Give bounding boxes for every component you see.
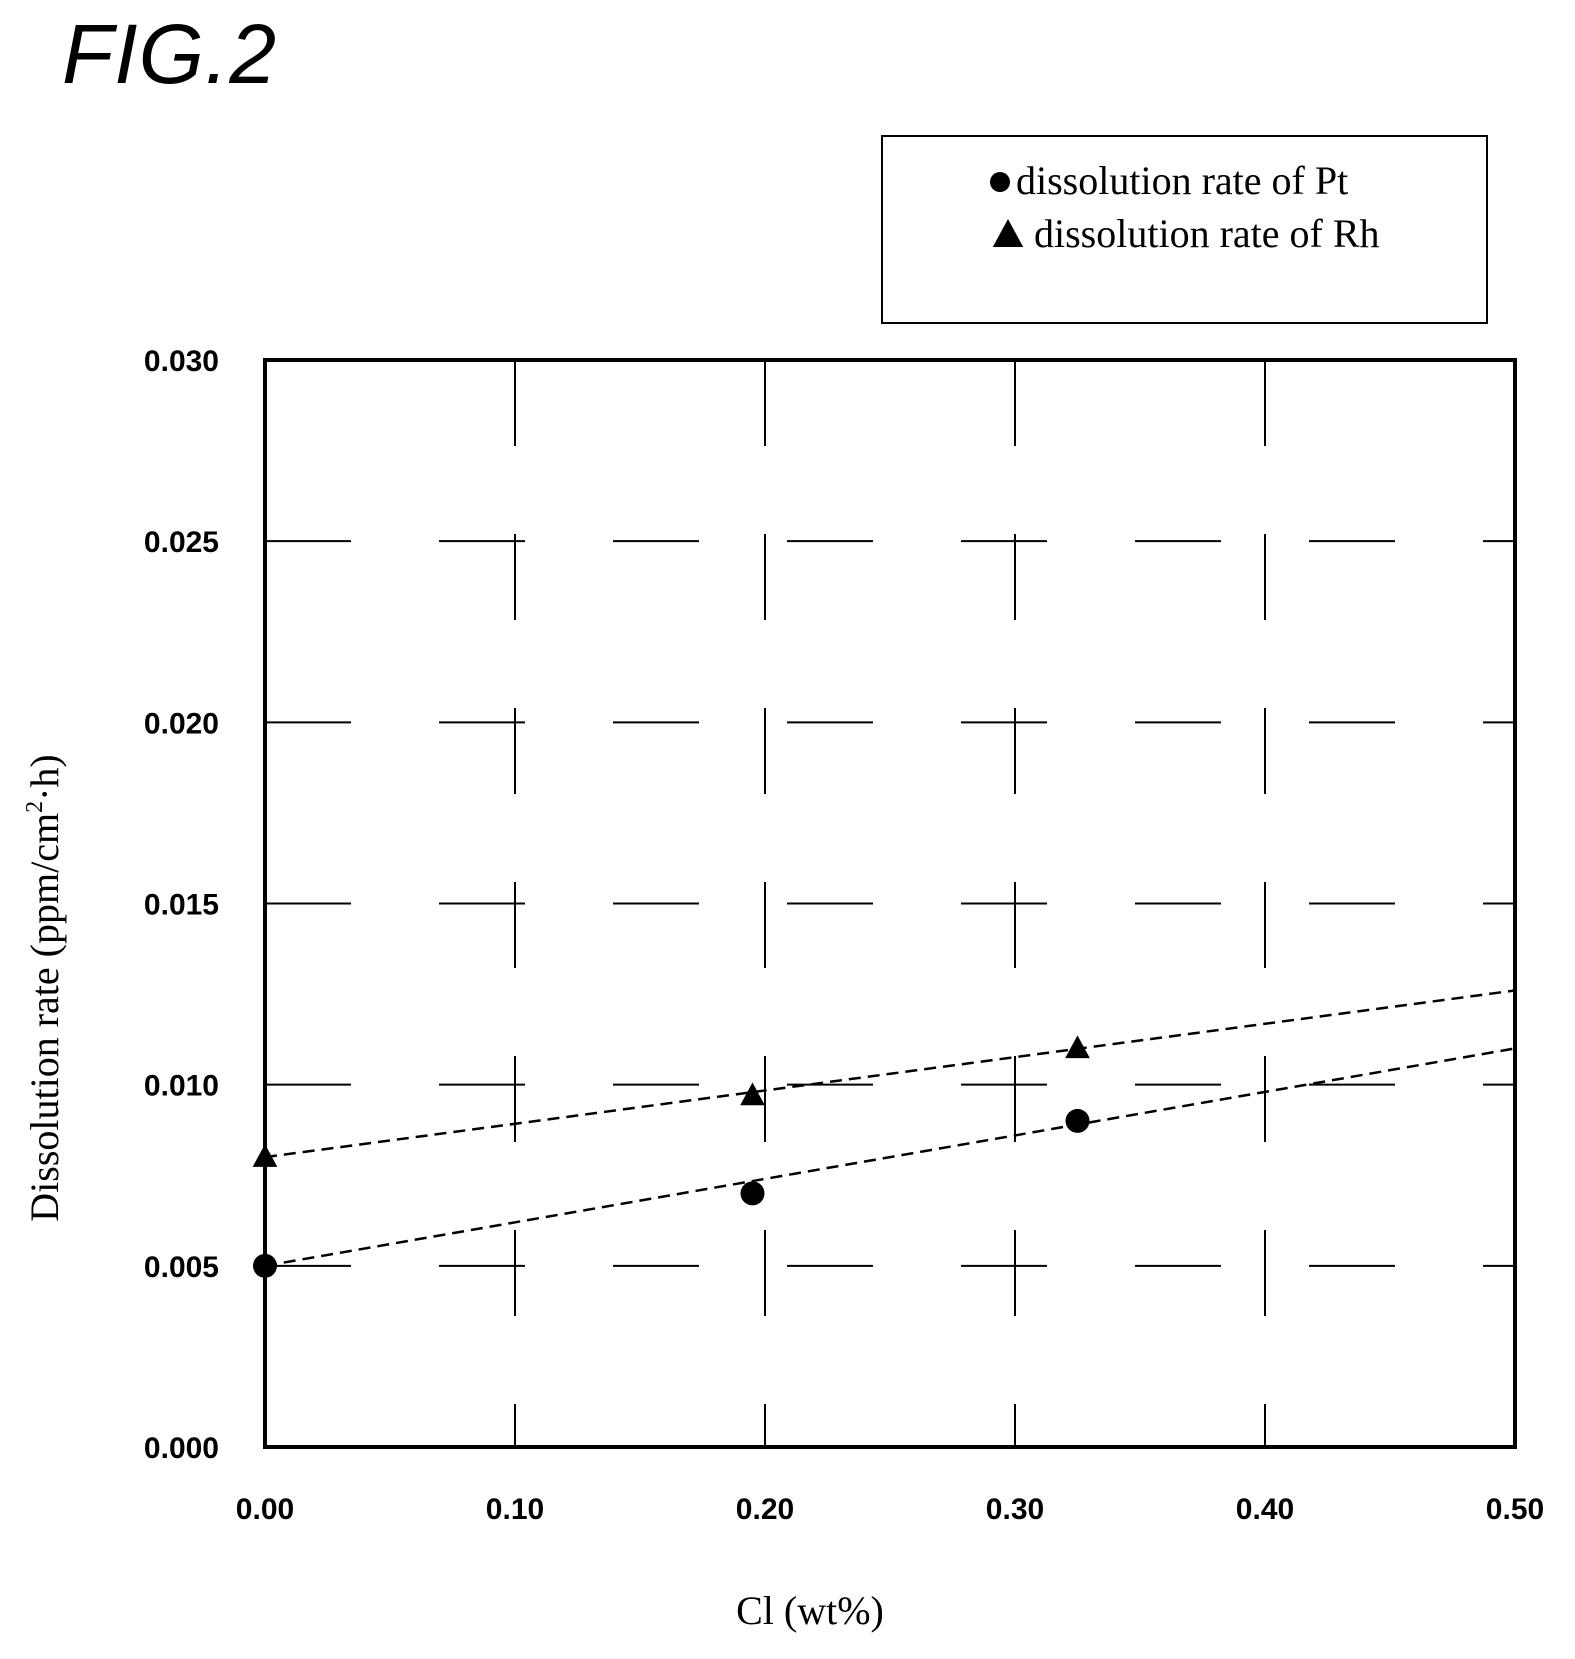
figure-title: FIG.2 [62, 7, 278, 101]
x-axis-label: Cl (wt%) [736, 1588, 884, 1633]
y-tick-label: 0.010 [144, 1070, 219, 1103]
grid [265, 359, 1515, 1447]
legend: dissolution rate of Pt dissolution rate o… [881, 135, 1488, 324]
plot-area-border [263, 358, 1517, 1449]
y-tick-label: 0.005 [144, 1251, 219, 1284]
trendline-circle [264, 1047, 1516, 1268]
legend-marker-triangle [992, 219, 1024, 247]
trendline-triangle [264, 989, 1516, 1159]
x-tick-label: 0.20 [736, 1493, 794, 1526]
pt-data-point [253, 1253, 277, 1278]
data-points [252, 1035, 1090, 1278]
x-tick-label: 0.50 [1486, 1493, 1544, 1526]
x-tick-label: 0.30 [986, 1493, 1044, 1526]
y-tick-label: 0.020 [144, 707, 219, 740]
rh-data-point [252, 1144, 278, 1167]
y-tick-label: 0.015 [144, 889, 219, 922]
y-axis-label-main: Dissolution rate (ppm/cm [22, 813, 67, 1222]
x-tick-label: 0.00 [236, 1493, 294, 1526]
y-tick-label: 0.000 [144, 1432, 219, 1465]
x-tick-labels: 0.00 0.10 0.20 0.30 0.40 0.50 [236, 1493, 1544, 1526]
y-tick-label: 0.030 [144, 345, 219, 378]
y-tick-label: 0.025 [144, 526, 219, 559]
y-axis-label-tail: ·h) [22, 754, 67, 801]
pt-data-point [740, 1181, 765, 1206]
legend-label: dissolution rate of Rh [1034, 211, 1380, 256]
y-tick-labels: 0.000 0.005 0.010 0.015 0.020 0.025 0.030 [144, 345, 219, 1465]
legend-marker-circle [990, 172, 1010, 192]
x-tick-label: 0.40 [1236, 1493, 1294, 1526]
legend-label: dissolution rate of Pt [1016, 158, 1348, 203]
legend-box [881, 135, 1488, 324]
y-axis-label: Dissolution rate (ppm/cm2·h) [22, 754, 67, 1221]
y-axis-label-superscript: 2 [22, 801, 48, 813]
legend-items: dissolution rate of Pt dissolution rate o… [990, 158, 1380, 256]
rh-data-point [740, 1082, 765, 1106]
trendlines [264, 989, 1516, 1268]
rh-data-point [1065, 1035, 1090, 1059]
plot-frame [263, 358, 1517, 1449]
x-tick-label: 0.10 [486, 1493, 544, 1526]
pt-data-point [1065, 1108, 1090, 1133]
